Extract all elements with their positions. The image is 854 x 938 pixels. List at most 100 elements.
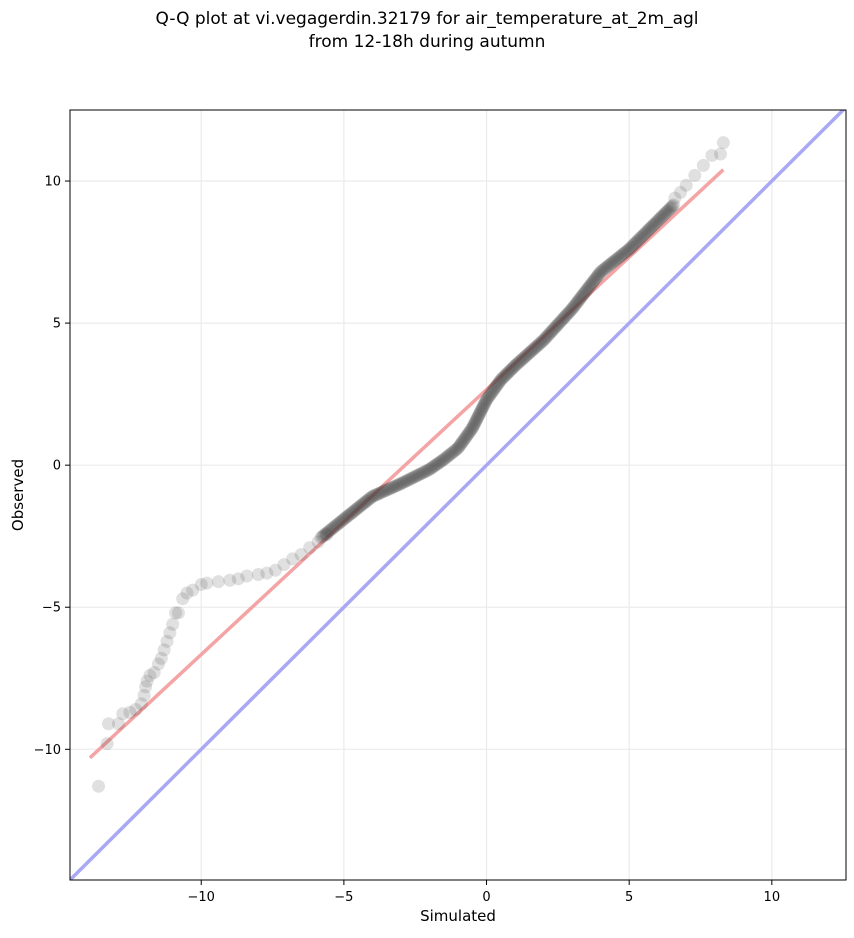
quantile-point [574, 290, 588, 304]
quantile-point [360, 493, 374, 507]
quantile-point [476, 400, 490, 414]
quantile-point [597, 262, 611, 276]
quantile-point [589, 271, 603, 285]
quantile-point [368, 488, 382, 502]
quantile-point [461, 428, 475, 442]
quantile-point [605, 256, 619, 270]
quantile-point [370, 488, 384, 502]
quantile-point [557, 310, 571, 324]
quantile-point [508, 359, 522, 373]
quantile-point [639, 225, 653, 239]
quantile-point [520, 348, 534, 362]
quantile-point [303, 541, 317, 555]
quantile-point [602, 258, 616, 272]
quantile-point [596, 263, 610, 277]
quantile-point [644, 221, 658, 235]
quantile-point [459, 431, 473, 445]
quantile-point [320, 525, 334, 539]
quantile-point [484, 386, 498, 400]
identity-line [70, 110, 846, 880]
quantile-point [575, 289, 589, 303]
quantile-point [377, 484, 391, 498]
quantile-point [630, 234, 644, 248]
quantile-point [390, 479, 404, 493]
quantile-point [333, 515, 347, 529]
quantile-point [626, 239, 640, 253]
quantile-point [364, 490, 378, 504]
quantile-point [487, 382, 501, 396]
quantile-point [664, 200, 678, 214]
quantile-point [494, 373, 508, 387]
quantile-point [251, 568, 265, 582]
quantile-point [563, 304, 577, 318]
quantile-point [658, 207, 672, 221]
quantile-point [477, 397, 491, 411]
quantile-point [506, 361, 520, 375]
quantile-point [434, 454, 448, 468]
quantile-point [515, 352, 529, 366]
quantile-point [425, 461, 439, 475]
quantile-point [116, 707, 130, 721]
quantile-point [410, 469, 424, 483]
quantile-point [580, 283, 594, 297]
quantile-point [163, 626, 177, 640]
quantile-point [439, 450, 453, 464]
quantile-point [331, 517, 345, 531]
quantile-point [447, 444, 461, 458]
quantile-point [529, 340, 543, 354]
quantile-point [488, 381, 502, 395]
quantile-point [564, 303, 578, 317]
quantile-point [497, 370, 511, 384]
quantile-point [405, 471, 419, 485]
quantile-point [524, 345, 538, 359]
quantile-point [129, 703, 143, 717]
quantile-point [468, 416, 482, 430]
quantile-point [500, 366, 514, 380]
quantile-point [647, 217, 661, 231]
quantile-point [342, 508, 356, 522]
quantile-point [374, 486, 388, 500]
quantile-point [510, 357, 524, 371]
quantile-point [469, 414, 483, 428]
quantile-point [472, 408, 486, 422]
quantile-point [585, 276, 599, 290]
quantile-point [638, 226, 652, 240]
x-tick-label: −10 [188, 890, 215, 905]
quantile-point [581, 282, 595, 296]
quantile-point [696, 158, 710, 172]
quantile-point [653, 212, 667, 226]
quantile-point [593, 266, 607, 280]
quantile-point [315, 530, 329, 544]
quantile-point [445, 446, 459, 460]
quantile-point [566, 301, 580, 315]
quantile-point [157, 643, 171, 657]
quantile-point [518, 350, 532, 364]
quantile-point [223, 573, 237, 587]
quantile-point [591, 269, 605, 283]
quantile-point [391, 478, 405, 492]
quantile-point [499, 367, 513, 381]
quantile-point [567, 299, 581, 313]
quantile-point [462, 425, 476, 439]
quantile-point [428, 459, 442, 473]
quantile-point [240, 569, 254, 583]
quantile-point [479, 394, 493, 408]
quantile-point [553, 315, 567, 329]
quantile-point [659, 206, 673, 220]
quantile-point [688, 168, 702, 182]
quantile-point [587, 274, 601, 288]
quantile-point [496, 371, 510, 385]
quantile-point [432, 456, 446, 470]
x-axis-label: Simulated [420, 907, 496, 925]
quantile-point [679, 178, 693, 192]
quantile-point [478, 396, 492, 410]
quantile-point [655, 209, 669, 223]
quantile-point [470, 413, 484, 427]
quantile-point [412, 467, 426, 481]
quantile-point [705, 148, 719, 162]
quantile-point [393, 477, 407, 491]
quantile-point [615, 248, 629, 262]
quantile-point [433, 455, 447, 469]
quantile-point [355, 497, 369, 511]
